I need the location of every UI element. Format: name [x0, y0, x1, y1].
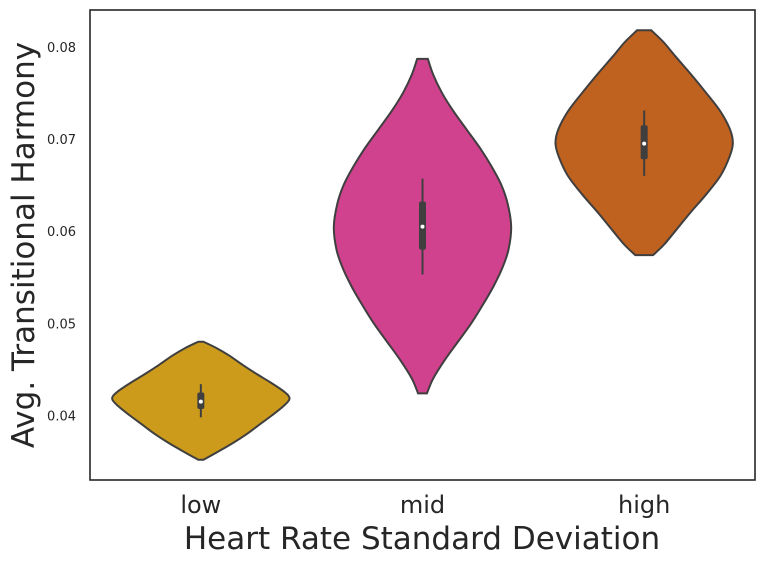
x-tick-label-high: high	[618, 491, 670, 519]
y-tick-label: 0.05	[47, 317, 76, 332]
x-tick-label-low: low	[180, 491, 221, 519]
violin-median-low	[198, 399, 203, 404]
y-tick-label: 0.06	[47, 225, 76, 240]
x-tick-label-mid: mid	[400, 491, 445, 519]
violin-median-mid	[420, 224, 425, 229]
violins-layer	[111, 29, 734, 461]
x-ticks-layer: low mid high	[180, 491, 670, 519]
y-tick-label: 0.08	[47, 41, 76, 56]
y-ticks-layer: 0.04 0.05 0.06 0.07 0.08	[47, 41, 76, 425]
violin-median-high	[642, 141, 647, 146]
y-tick-label: 0.04	[47, 409, 76, 424]
y-axis-title: Avg. Transitional Harmony	[6, 42, 42, 448]
x-axis-title: Heart Rate Standard Deviation	[184, 521, 660, 557]
y-tick-label: 0.07	[47, 133, 76, 148]
